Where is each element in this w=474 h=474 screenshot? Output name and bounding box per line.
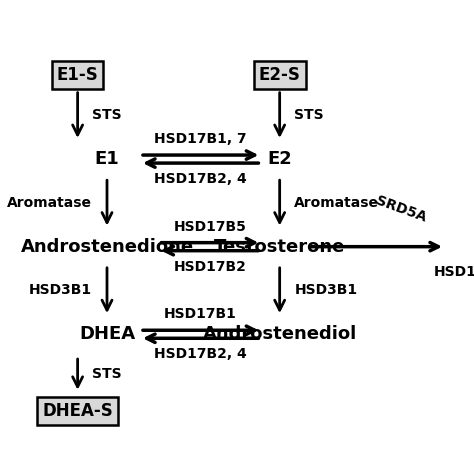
- Text: STS: STS: [92, 108, 122, 122]
- Text: HSD17B1, 7: HSD17B1, 7: [155, 132, 247, 146]
- Text: DHEA-S: DHEA-S: [42, 402, 113, 420]
- Text: Androstenedione: Androstenedione: [20, 237, 193, 255]
- Text: STS: STS: [92, 367, 122, 382]
- Text: DHEA: DHEA: [79, 325, 135, 343]
- Text: HSD17B2: HSD17B2: [173, 260, 246, 274]
- Text: HSD17B2, 4: HSD17B2, 4: [155, 172, 247, 186]
- Text: Aromatase: Aromatase: [294, 196, 379, 210]
- Text: HSD17: HSD17: [434, 265, 474, 279]
- Text: Aromatase: Aromatase: [7, 196, 92, 210]
- Text: HSD17B5: HSD17B5: [173, 219, 246, 234]
- Text: Androstenediol: Androstenediol: [202, 325, 357, 343]
- Text: HSD3B1: HSD3B1: [294, 283, 357, 298]
- Text: SRD5A: SRD5A: [374, 193, 428, 225]
- Text: E2-S: E2-S: [259, 66, 301, 84]
- Text: E1: E1: [95, 150, 119, 168]
- Text: STS: STS: [294, 108, 324, 122]
- Text: Testosterone: Testosterone: [214, 237, 346, 255]
- Text: HSD17B1: HSD17B1: [164, 307, 237, 321]
- Text: HSD17B2, 4: HSD17B2, 4: [155, 347, 247, 361]
- Text: E1-S: E1-S: [57, 66, 99, 84]
- Text: HSD3B1: HSD3B1: [29, 283, 92, 298]
- Text: E2: E2: [267, 150, 292, 168]
